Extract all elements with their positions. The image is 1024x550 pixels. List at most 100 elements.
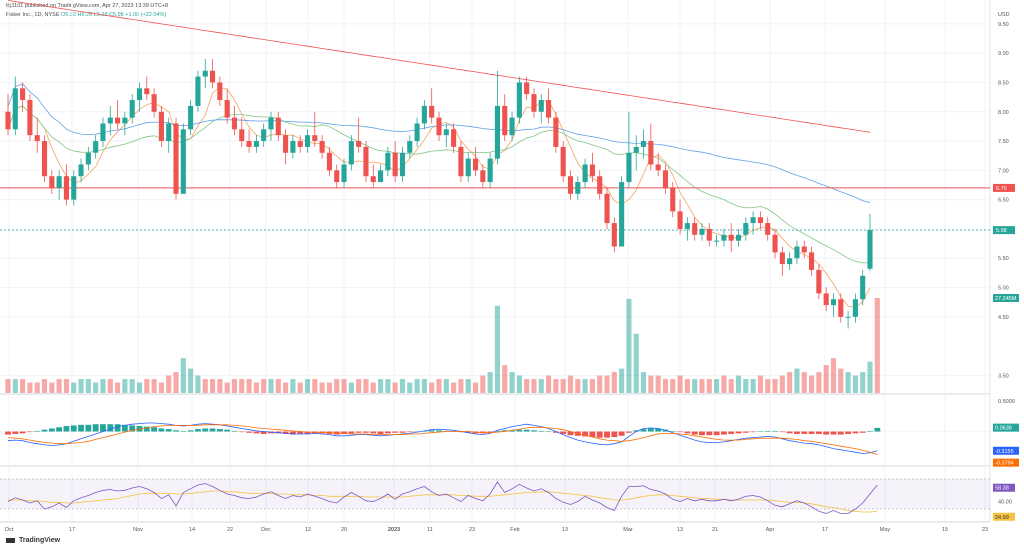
candle-body bbox=[560, 146, 566, 177]
macd-histogram-bar bbox=[19, 431, 26, 434]
candle-body bbox=[728, 234, 734, 241]
volume-bar bbox=[845, 372, 851, 393]
candle-body bbox=[809, 252, 815, 270]
candle-body bbox=[494, 105, 500, 159]
macd-histogram-bar bbox=[231, 430, 238, 432]
macd-histogram-bar bbox=[677, 431, 683, 433]
volume-bar bbox=[436, 379, 442, 393]
macd-histogram-bar bbox=[728, 431, 735, 434]
volume-bar bbox=[49, 382, 55, 393]
x-tick-label: 17 bbox=[822, 527, 828, 533]
candle-body bbox=[399, 152, 406, 177]
volume-bar bbox=[188, 368, 194, 393]
macd-histogram-bar bbox=[209, 428, 216, 432]
candle-body bbox=[721, 234, 727, 241]
candle-body bbox=[852, 299, 858, 317]
volume-bar bbox=[202, 379, 208, 393]
candle-body bbox=[597, 176, 603, 194]
volume-bar bbox=[626, 298, 632, 393]
volume-bar bbox=[122, 379, 128, 393]
x-tick-label: 21 bbox=[712, 527, 718, 533]
x-tick-label: 23 bbox=[982, 527, 988, 533]
candle-body bbox=[363, 146, 369, 177]
ohlc-values: O5.32 H6.26 L5.28 C5.98 +1.08 (+22.04%) bbox=[61, 12, 167, 18]
candle-body bbox=[348, 141, 354, 165]
rsi-value-badge bbox=[993, 483, 1015, 492]
candle-body bbox=[334, 170, 340, 183]
macd-histogram-bar bbox=[706, 431, 713, 436]
macd-value-badge bbox=[993, 423, 1019, 432]
symbol-info: Fisker Inc., 1D, NYSE O5.32 H6.26 L5.28 … bbox=[6, 12, 166, 18]
volume-bar bbox=[231, 379, 238, 393]
candle-body bbox=[224, 100, 230, 118]
volume-bar bbox=[567, 375, 574, 393]
candle-body bbox=[275, 117, 281, 136]
macd-histogram-bar bbox=[509, 430, 515, 432]
volume-bar bbox=[166, 375, 172, 393]
candle-body bbox=[326, 152, 332, 171]
macd-histogram-bar bbox=[779, 431, 786, 433]
candle-body bbox=[290, 141, 296, 153]
macd-histogram-bar bbox=[399, 431, 406, 433]
macd-histogram-bar bbox=[560, 431, 567, 434]
candle-body bbox=[34, 135, 40, 142]
macd-histogram-bar bbox=[392, 431, 399, 433]
volume-bar bbox=[706, 379, 712, 393]
x-tick-label: Dec bbox=[261, 527, 271, 533]
volume-bar bbox=[129, 379, 135, 393]
candle-body bbox=[743, 223, 749, 235]
volume-bar bbox=[494, 305, 500, 393]
macd-histogram-bar bbox=[121, 424, 128, 432]
logo-text: TradingView bbox=[18, 537, 61, 544]
macd-pane bbox=[0, 422, 990, 455]
volume-bar bbox=[319, 382, 325, 393]
macd-histogram-bar bbox=[808, 431, 815, 434]
volume-bar bbox=[392, 382, 398, 393]
macd-histogram-bar bbox=[165, 429, 172, 432]
volume-bar bbox=[195, 375, 201, 393]
macd-value-label: -0.3794 bbox=[995, 461, 1014, 467]
volume-bar bbox=[560, 379, 566, 393]
candle-body bbox=[217, 82, 223, 101]
volume-bar bbox=[451, 382, 457, 393]
volume-bar bbox=[801, 372, 807, 393]
volume-bar bbox=[100, 379, 106, 393]
candle-body bbox=[188, 105, 194, 130]
macd-y-tick: 0.5000 bbox=[998, 399, 1015, 405]
volume-bar bbox=[860, 372, 866, 393]
macd-histogram-bar bbox=[41, 429, 48, 432]
macd-histogram-bar bbox=[852, 431, 859, 434]
candle-body bbox=[122, 117, 128, 124]
candle-body bbox=[655, 164, 661, 171]
macd-histogram-bar bbox=[604, 431, 610, 438]
macd-histogram-bar bbox=[699, 431, 705, 436]
rsi-value-badge bbox=[993, 512, 1015, 521]
volume-bar bbox=[421, 379, 427, 393]
volume-bar bbox=[173, 372, 179, 393]
volume-bar bbox=[765, 379, 771, 393]
macd-histogram-bar bbox=[531, 430, 537, 432]
candle-body bbox=[20, 88, 26, 101]
volume-bar bbox=[575, 379, 581, 393]
volume-bar bbox=[297, 382, 303, 393]
volume-bar bbox=[378, 379, 384, 393]
macd-histogram-bar bbox=[377, 431, 384, 434]
macd-histogram-bar bbox=[589, 431, 596, 438]
candle-body bbox=[71, 176, 77, 200]
macd-histogram-bar bbox=[582, 431, 589, 437]
volume-bar bbox=[180, 358, 186, 393]
volume-bar bbox=[136, 382, 143, 393]
price-pane bbox=[0, 0, 990, 393]
macd-histogram-bar bbox=[78, 424, 84, 432]
volume-bar bbox=[290, 379, 296, 393]
candle-body bbox=[611, 223, 617, 247]
volume-bar bbox=[370, 382, 376, 393]
candle-body bbox=[692, 223, 698, 235]
macd-value-label: -0.3155 bbox=[995, 449, 1014, 455]
macd-histogram-bar bbox=[348, 431, 355, 434]
volume-bar bbox=[429, 382, 435, 393]
volume-bar bbox=[85, 379, 91, 393]
candle-body bbox=[12, 88, 18, 130]
rsi-pane bbox=[0, 478, 990, 514]
candle-body bbox=[414, 123, 420, 142]
